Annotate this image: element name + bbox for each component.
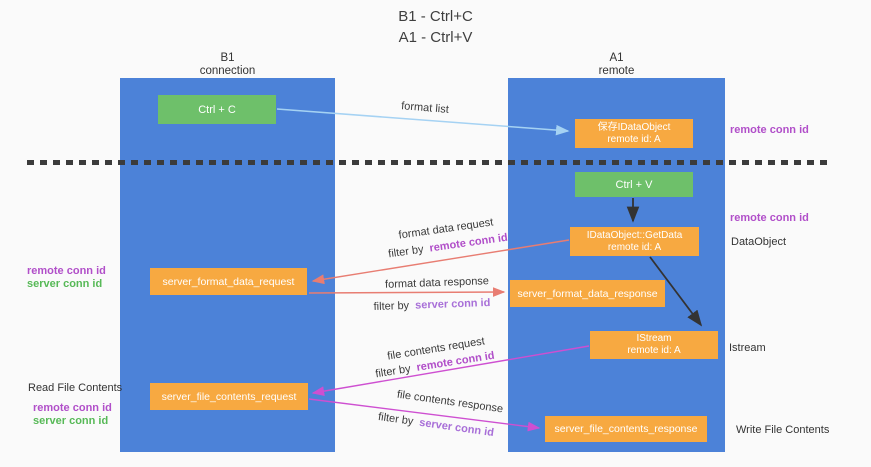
- filter-by-text-3: filter by: [374, 362, 415, 381]
- node-save-idataobject: 保存IDataObject remote id: A: [575, 119, 693, 148]
- edge-label-filter-server-2: filter by server conn id: [377, 411, 494, 439]
- node-istream-line2: remote id: A: [627, 345, 681, 356]
- node-save-idataobject-line2: remote id: A: [607, 133, 661, 145]
- node-server-file-contents-request: server_file_contents_request: [150, 383, 308, 410]
- title-line-2: A1 - Ctrl+V: [398, 29, 473, 46]
- node-ctrl-c: Ctrl + C: [158, 95, 276, 124]
- edge-label-file-contents-response: file contents response: [396, 388, 504, 416]
- lane-b1-name: B1: [220, 52, 235, 64]
- filter-by-text-4: filter by: [377, 410, 418, 429]
- annotation-left-top-ids: remote conn id server conn id: [27, 265, 106, 291]
- annotation-istream: Istream: [729, 342, 766, 354]
- node-idataobject-getdata: IDataObject::GetData remote id: A: [570, 227, 699, 256]
- annotation-remote-conn-id-mid: remote conn id: [730, 212, 809, 224]
- annotation-write-file-contents: Write File Contents: [736, 424, 830, 436]
- filter-by-text-1: filter by: [387, 243, 428, 261]
- lane-a1-role: remote: [598, 65, 635, 77]
- node-getdata-line2: remote id: A: [607, 241, 662, 253]
- node-server-file-contents-response: server_file_contents_response: [545, 416, 707, 442]
- node-istream-line1: IStream: [636, 333, 672, 344]
- annotation-left-bottom-remote: remote conn id: [33, 402, 112, 414]
- annotation-left-top-remote: remote conn id: [27, 265, 106, 277]
- edge-label-filter-server-1: filter by server conn id: [373, 297, 490, 313]
- title-line-1: B1 - Ctrl+C: [398, 8, 473, 25]
- node-server-format-data-request: server_format_data_request: [150, 268, 307, 295]
- dashed-divider: [27, 160, 833, 165]
- lane-header-b1: B1 connection: [120, 52, 335, 78]
- annotation-remote-conn-id-top: remote conn id: [730, 124, 809, 136]
- filter-server-conn-id-1: server conn id: [414, 296, 491, 312]
- node-server-file-contents-request-label: server_file_contents_request: [161, 390, 297, 403]
- arrow-format-data-response: [308, 287, 506, 297]
- edge-label-format-data-response: format data response: [384, 275, 490, 291]
- annotation-left-bottom-ids: remote conn id server conn id: [33, 402, 112, 428]
- annotation-left-top-server: server conn id: [27, 278, 103, 290]
- node-getdata-line1: IDataObject::GetData: [586, 229, 683, 241]
- node-ctrl-v-label: Ctrl + V: [615, 178, 653, 191]
- node-server-format-data-response: server_format_data_response: [510, 280, 665, 307]
- lane-a1-name: A1: [609, 52, 624, 64]
- lane-b1-role: connection: [199, 65, 256, 77]
- diagram-title: B1 - Ctrl+C A1 - Ctrl+V: [0, 6, 871, 48]
- node-save-idataobject-line1: 保存IDataObject: [597, 121, 671, 133]
- node-ctrl-v: Ctrl + V: [575, 172, 693, 197]
- filter-server-conn-id-2: server conn id: [418, 416, 495, 440]
- node-server-format-data-request-label: server_format_data_request: [162, 275, 295, 288]
- edge-label-format-list: format list: [400, 100, 450, 116]
- filter-by-text-2: filter by: [373, 299, 413, 314]
- annotation-dataobject: DataObject: [731, 236, 787, 248]
- node-istream: IStream remote id: A: [590, 331, 718, 359]
- node-server-file-contents-response-label: server_file_contents_response: [554, 423, 698, 435]
- annotation-read-file-contents: Read File Contents: [28, 382, 123, 394]
- node-ctrl-c-label: Ctrl + C: [198, 103, 236, 116]
- annotation-left-bottom-server: server conn id: [33, 415, 109, 427]
- lane-header-a1: A1 remote: [508, 52, 725, 78]
- node-server-format-data-response-label: server_format_data_response: [517, 287, 658, 300]
